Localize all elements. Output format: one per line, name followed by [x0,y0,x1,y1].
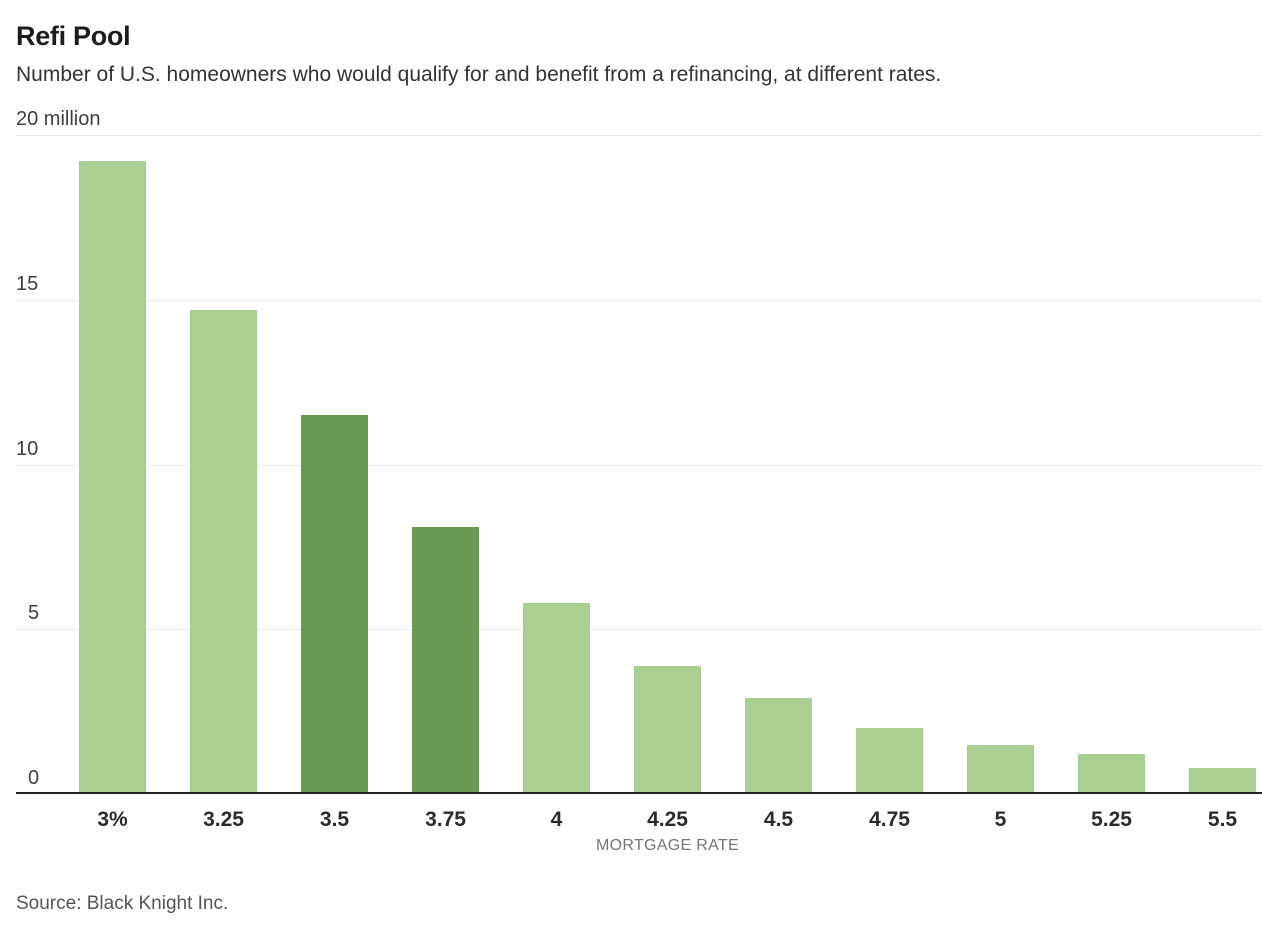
x-axis-line [16,792,1262,794]
gridline-15 [16,299,1262,301]
x-tick-label-5: 5 [994,808,1007,831]
x-axis-tick-row: 3% 3.25 3.5 3.75 4 4.25 4.5 4.75 5 5.25 5.5 [79,808,1256,832]
y-tick-label-15: 15 [16,272,39,295]
source-note: Source: Black Knight Inc. [16,893,229,914]
gridline-10 [16,464,1262,466]
x-tick-label-5-25: 5.25 [1091,808,1132,831]
bar-3-75 [412,527,479,794]
x-axis-title: MORTGAGE RATE [596,837,739,854]
bar-5-25 [1078,754,1145,794]
y-tick-label-0: 0 [28,767,40,789]
y-tick-label-10: 10 [16,437,39,460]
x-tick-label-3-5: 3.5 [319,808,350,831]
gridline-20 [16,135,1262,136]
y-tick-label-5: 5 [28,602,40,625]
plot-area: 0 5 10 15 20 million [16,108,1262,794]
bar-5 [967,744,1034,794]
bar-5-5 [1189,767,1256,794]
bar-3-25 [190,309,257,794]
x-tick-label-4-5: 4.5 [763,808,794,831]
x-tick-label-5-5: 5.5 [1207,808,1238,831]
x-tick-label-3-75: 3.75 [425,808,466,831]
bar-4-25 [634,665,701,794]
chart-subtitle: Number of U.S. homeowners who would qual… [16,63,942,86]
x-tick-label-4: 4 [550,808,563,831]
bar-4-75 [856,728,923,794]
y-tick-label-20: 20 million [16,108,101,130]
x-tick-label-3-25: 3.25 [203,808,244,831]
chart-title: Refi Pool [16,21,131,51]
bar-4-5 [745,698,812,794]
x-tick-label-4-75: 4.75 [869,808,910,831]
bar-4 [523,602,590,794]
bar-group [79,135,1256,794]
bar-3pct [79,161,146,794]
x-tick-label-3pct: 3% [97,808,128,831]
x-tick-label-4-25: 4.25 [647,808,688,831]
bar-3-5 [301,415,368,794]
gridline-5 [16,629,1262,631]
